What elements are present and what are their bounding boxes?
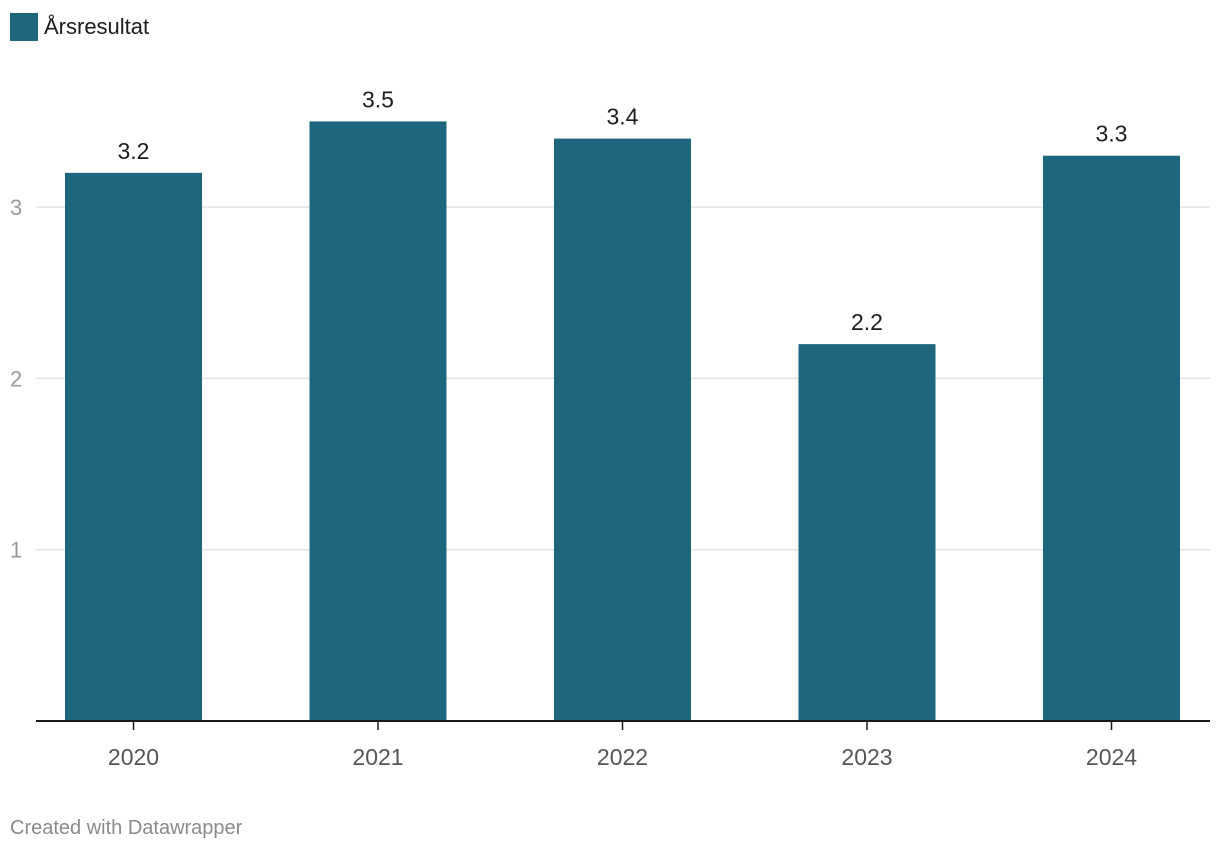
bar-2022	[554, 138, 691, 721]
y-tick-label: 3	[10, 195, 22, 220]
bar-2020	[65, 172, 202, 722]
value-label: 3.5	[362, 86, 394, 112]
legend: Årsresultat	[10, 12, 149, 42]
y-tick-label: 1	[10, 538, 22, 563]
value-label: 3.2	[118, 138, 150, 164]
y-tick-label: 2	[10, 366, 22, 391]
value-label: 3.4	[607, 104, 639, 130]
labels: 1 2 3 3.2 2020 3.5 2021 3.4 2022 2.2 2023 3.3 2024	[10, 86, 1137, 770]
x-tick-label: 2024	[1086, 744, 1137, 770]
legend-label: Årsresultat	[44, 14, 150, 39]
footer-credit: Created with Datawrapper	[10, 817, 243, 839]
x-axis	[36, 720, 1210, 730]
bars	[65, 121, 1180, 722]
bar-chart: 1 2 3 3.2 2020 3.5 2021 3.4 2022 2.2 2023 3.3 2024	[10, 86, 1210, 770]
value-label: 3.3	[1096, 121, 1128, 147]
bar-2023	[798, 344, 936, 721]
x-tick-label: 2022	[597, 744, 648, 770]
value-label: 2.2	[851, 309, 883, 335]
bar-2024	[1043, 155, 1180, 721]
legend-swatch	[10, 13, 38, 41]
x-tick-label: 2023	[841, 744, 892, 770]
x-tick-label: 2021	[352, 744, 403, 770]
bar-2021	[309, 121, 447, 721]
x-tick-label: 2020	[108, 744, 159, 770]
